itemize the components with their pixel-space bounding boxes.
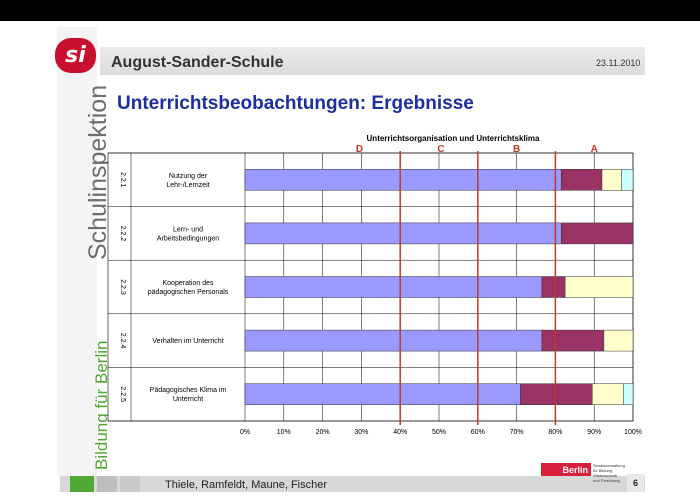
x-tick-label: 20%	[316, 429, 330, 436]
bar-segment	[541, 329, 605, 352]
x-tick-label: 100%	[624, 429, 642, 436]
chart-title: Unterrichtsorganisation und Unterrichtsk…	[367, 134, 540, 143]
x-tick-label: 0%	[240, 429, 250, 436]
berlin-label: Berlin	[562, 464, 588, 475]
x-tick-label: 40%	[393, 429, 407, 436]
x-tick-label: 80%	[548, 429, 562, 436]
category-code: 2.2.5	[119, 386, 126, 402]
top-black-bar	[0, 0, 700, 21]
zone-label: C	[437, 144, 444, 155]
bar-segment	[244, 169, 562, 191]
category-label: Pädagogisches Klima im Unterricht	[150, 387, 227, 403]
category-code: 2.2.2	[119, 226, 126, 242]
category-code: 2.2.4	[119, 333, 126, 349]
school-title: August-Sander-Schule	[111, 54, 284, 71]
bar-segment	[623, 383, 634, 405]
senate-label: Senatsverwaltung für Bildung, Wissenscha…	[593, 463, 625, 483]
bar-segment	[560, 222, 634, 245]
category-label: Verhalten im Unterricht	[152, 338, 223, 345]
page-number: 6	[627, 474, 644, 492]
schulinspektion-logo: si	[55, 38, 96, 73]
page-title: Unterrichtsbeobachtungen: Ergebnisse	[117, 93, 474, 114]
bar-segment	[244, 383, 521, 405]
berlin-logo: Berlin Senatsverwaltung für Bildung, Wis…	[541, 463, 625, 491]
bar-segment	[244, 276, 543, 298]
bar-segment	[621, 169, 634, 191]
category-code: 2.2.3	[119, 279, 126, 295]
x-tick-label: 50%	[432, 429, 446, 436]
bar-segment	[244, 222, 562, 245]
bar-segment	[541, 276, 566, 298]
date-label: 23.11.2010	[596, 58, 641, 68]
berlin-logo-mark: Berlin	[541, 463, 591, 476]
zone-label: D	[356, 144, 363, 155]
authors-label: Thiele, Ramfeldt, Maune, Fischer	[165, 479, 328, 491]
x-tick-label: 60%	[471, 429, 485, 436]
bar-segment	[244, 329, 543, 352]
footer-band	[60, 476, 645, 492]
footer-green-block	[70, 476, 94, 492]
x-tick-label: 90%	[587, 429, 601, 436]
bar-segment	[592, 383, 624, 405]
logo-text: si	[65, 43, 86, 68]
x-tick-label: 30%	[354, 429, 368, 436]
header-band	[100, 47, 645, 75]
footer-grey-block	[120, 476, 140, 492]
zone-label: B	[513, 144, 520, 155]
bar-segment	[564, 276, 634, 298]
x-tick-label: 70%	[510, 429, 524, 436]
footer-grey-block	[97, 476, 117, 492]
category-label: Kooperation des pädagogischen Personals	[148, 280, 229, 296]
bar-segment	[603, 329, 634, 352]
category-label: Nutzung der Lehr-/Lernzeit	[166, 173, 209, 189]
category-label: Lern- und Arbeitsbedingungen	[157, 226, 219, 242]
category-code: 2.2.1	[119, 172, 126, 188]
bar-segment	[601, 169, 622, 191]
left-strip	[57, 27, 97, 477]
x-tick-label: 10%	[277, 429, 291, 436]
bar-segment	[560, 169, 603, 191]
bar-segment	[520, 383, 593, 405]
zone-label: A	[591, 144, 598, 155]
